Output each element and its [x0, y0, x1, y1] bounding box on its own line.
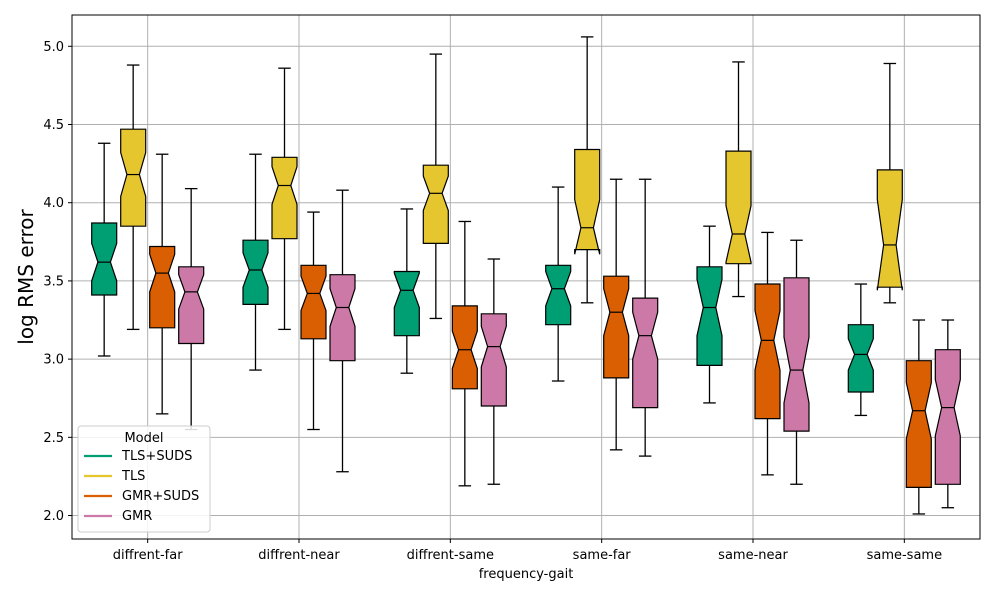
y-tick-label: 3.5 [43, 274, 64, 289]
box-tls-diffrent-near [271, 67, 298, 331]
notched-box [242, 239, 269, 305]
y-tick-label: 4.5 [43, 118, 64, 133]
notched-box [120, 128, 147, 227]
notched-box [725, 150, 752, 265]
notched-box [632, 297, 659, 409]
box-tls-suds-diffrent-far [91, 142, 118, 357]
plot-background [72, 15, 980, 539]
notched-box [574, 148, 601, 255]
notched-box [754, 283, 781, 420]
box-gmr-diffrent-same [480, 258, 507, 485]
box-gmr-diffrent-near [329, 189, 356, 473]
x-tick-label: same-near [718, 548, 788, 563]
notched-box [149, 245, 176, 329]
notched-box [451, 305, 478, 390]
plot-frame [71, 14, 981, 540]
legend-entry-label: GMR [122, 509, 152, 524]
box-tls-suds-same-near [696, 225, 723, 404]
box-tls-suds-same-far [545, 186, 572, 382]
box-gmr-same-same [934, 319, 961, 509]
notched-box [876, 169, 903, 291]
y-tick-label: 2.0 [43, 509, 64, 524]
notched-box [178, 266, 205, 345]
notched-box [847, 324, 874, 393]
legend-entry-label: TLS+SUDS [121, 449, 192, 464]
box-tls-same-far [574, 36, 601, 304]
notched-box [91, 222, 118, 296]
legend-title: Model [124, 431, 163, 446]
notched-box [696, 266, 723, 366]
notched-box [905, 360, 932, 488]
box-tls-suds-diffrent-same [393, 208, 420, 374]
box-tls-same-near [725, 61, 752, 298]
notched-box [329, 274, 356, 362]
x-tick-label: same-same [867, 548, 943, 563]
notched-box [393, 270, 420, 337]
notched-box [545, 264, 572, 326]
x-axis: diffrent-far diffrent-near diffrent-same sa… [113, 539, 942, 563]
box-gmr-diffrent-far [178, 187, 205, 431]
box-gmr-suds-diffrent-same [451, 220, 478, 487]
box-gmr-suds-diffrent-far [149, 153, 176, 415]
box-gmr-same-near [783, 239, 810, 485]
notched-box [480, 313, 507, 407]
box-tls-suds-same-same [847, 283, 874, 417]
grid-lines [72, 15, 980, 539]
box-gmr-suds-diffrent-near [300, 211, 327, 431]
y-tick-label: 5.0 [43, 40, 64, 55]
box-tls-diffrent-same [422, 53, 449, 320]
y-tick-label: 3.0 [43, 353, 64, 368]
notched-box [603, 275, 630, 379]
notched-box [300, 264, 327, 340]
x-tick-label: diffrent-same [407, 548, 494, 563]
box-gmr-suds-same-near [754, 231, 781, 476]
y-tick-label: 4.0 [43, 196, 64, 211]
box-tls-same-same [876, 62, 903, 304]
y-tick-label: 2.5 [43, 431, 64, 446]
legend-entry-label: GMR+SUDS [122, 489, 199, 504]
x-tick-label: diffrent-far [113, 548, 183, 563]
x-tick-label: same-far [573, 548, 632, 563]
box-gmr-same-far [632, 178, 659, 457]
notched-box [783, 277, 810, 432]
notched-box [422, 164, 449, 244]
legend: Model TLS+SUDS TLS GMR+SUDS GMR [77, 425, 211, 533]
box-groups [91, 36, 961, 515]
notched-box [934, 349, 961, 485]
box-tls-suds-diffrent-near [242, 153, 269, 371]
x-axis-label: frequency-gait [479, 567, 574, 582]
notched-box [271, 156, 298, 240]
x-tick-label: diffrent-near [258, 548, 340, 563]
y-axis: 2.0 2.5 3.0 3.5 4.0 4.5 5.0 [43, 40, 72, 524]
y-axis-label: log RMS error [14, 208, 38, 344]
legend-entry-label: TLS [121, 469, 145, 484]
box-tls-diffrent-far [120, 64, 147, 331]
box-gmr-suds-same-same [905, 319, 932, 515]
legend-frame [77, 425, 211, 533]
box-gmr-suds-same-far [603, 178, 630, 451]
